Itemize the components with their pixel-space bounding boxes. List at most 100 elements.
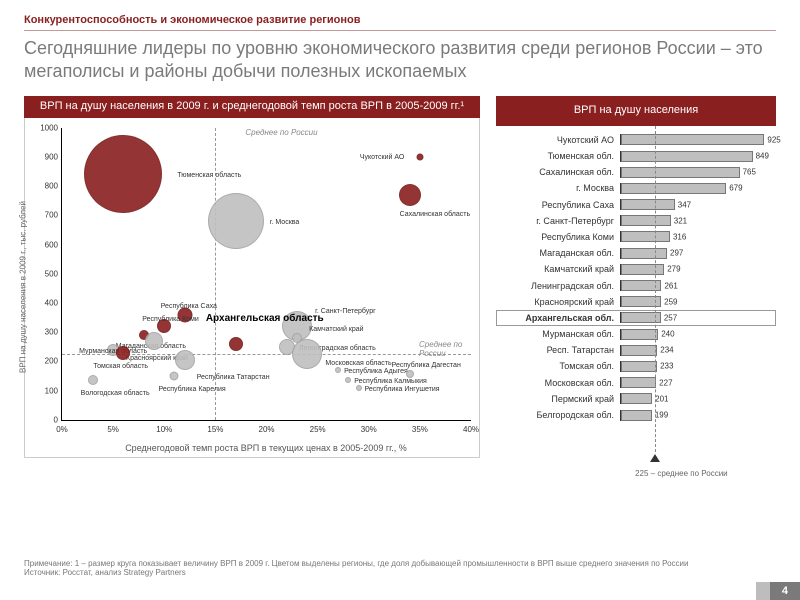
bar-name: Мурманская обл. <box>496 329 620 339</box>
bar-row: Красноярский край 259 <box>496 294 776 310</box>
y-tick: 400 <box>32 298 58 307</box>
bar-row: Магаданская обл.297 <box>496 245 776 261</box>
x-tick: 35% <box>412 425 428 434</box>
bubble <box>356 385 362 391</box>
bar-name: Чукотский АО <box>496 135 620 145</box>
bar-value: 925 <box>763 135 780 144</box>
slide: Конкурентоспособность и экономическое ра… <box>0 0 800 600</box>
overline: Конкурентоспособность и экономическое ра… <box>24 14 776 31</box>
y-tick: 200 <box>32 357 58 366</box>
bubble <box>170 371 179 380</box>
bar-row: Томская обл. 233 <box>496 358 776 374</box>
bubble-label: г. Москва <box>270 219 300 226</box>
bubble <box>229 337 243 351</box>
bar-fill: 347 <box>621 199 675 210</box>
bubble-label: Чукотский АО <box>360 154 404 161</box>
bar-row: Тюменская обл.849 <box>496 148 776 164</box>
bar-row: г. Москва679 <box>496 180 776 196</box>
bar-value: 227 <box>655 378 672 387</box>
bar-value: 257 <box>660 313 677 322</box>
bar-value: 849 <box>752 152 769 161</box>
bubble-label: Сахалинская область <box>400 211 470 218</box>
bar-value: 240 <box>657 330 674 339</box>
bar-value: 679 <box>725 184 742 193</box>
bubble <box>208 193 264 249</box>
bar-name: Пермский край <box>496 394 620 404</box>
bar-name: Сахалинская обл. <box>496 167 620 177</box>
bar-fill: 765 <box>621 167 740 178</box>
bar-fill: 925 <box>621 134 764 145</box>
bubble <box>345 377 351 383</box>
bar-fill: 321 <box>621 215 671 226</box>
bubble <box>84 135 162 213</box>
x-axis-label: Среднегодовой темп роста ВРП в текущих ц… <box>61 443 471 453</box>
bubble-label: Республика Саха <box>161 303 217 310</box>
bubble-label: Тюменская область <box>177 172 241 179</box>
bar-row: Белгородская обл.199 <box>496 407 776 423</box>
footnote-source: Источник: Росстат, анализ Strategy Partn… <box>24 568 776 578</box>
bar-fill: 234 <box>621 345 657 356</box>
bar-chart: Чукотский АО925Тюменская обл.849Сахалинс… <box>496 126 776 478</box>
bubble-label: Камчатский край <box>309 326 363 333</box>
y-tick: 900 <box>32 152 58 161</box>
bubble-label: Вологодская область <box>81 390 150 397</box>
bar-title: ВРП на душу населения <box>496 96 776 126</box>
bubble-label: Республика Коми <box>142 316 199 323</box>
bar-name: г. Москва <box>496 183 620 193</box>
footnote-note: Примечание: 1 – размер круга показывает … <box>24 559 776 569</box>
bar-fill: 240 <box>621 329 658 340</box>
bubble <box>335 367 341 373</box>
x-tick: 30% <box>361 425 377 434</box>
x-tick: 40% <box>463 425 479 434</box>
x-tick: 10% <box>156 425 172 434</box>
bubble-label: г. Санкт-Петербург <box>315 308 376 315</box>
triangle-icon <box>650 454 660 462</box>
bar-name: Камчатский край <box>496 264 620 274</box>
bar-value: 297 <box>666 249 683 258</box>
bar-row: Сахалинская обл.765 <box>496 164 776 180</box>
bar-name: Красноярский край <box>496 297 620 307</box>
bar-row: Республика Саха347 <box>496 197 776 213</box>
bar-name: Архангельская обл. <box>496 313 620 323</box>
bar-value: 199 <box>651 411 668 420</box>
bubble <box>116 346 130 360</box>
footnote: Примечание: 1 – размер круга показывает … <box>24 559 776 578</box>
bubble-chart: ВРП на душу населения в 2009 г., тыс. ру… <box>24 118 480 458</box>
bubble-label: Московская область <box>325 360 391 367</box>
bar-fill: 679 <box>621 183 726 194</box>
bar-value: 347 <box>674 200 691 209</box>
bar-value: 279 <box>663 265 680 274</box>
headline: Сегодняшние лидеры по уровню экономическ… <box>24 37 776 82</box>
content-row: ВРП на душу населения в 2009 г. и средне… <box>24 96 776 478</box>
bar-name: Республика Коми <box>496 232 620 242</box>
bubble <box>88 375 98 385</box>
y-tick: 1000 <box>32 123 58 132</box>
y-tick: 100 <box>32 386 58 395</box>
bar-row: Мурманская обл.240 <box>496 326 776 342</box>
bar-value: 261 <box>660 281 677 290</box>
bar-name: Республика Саха <box>496 200 620 210</box>
bar-value: 321 <box>670 216 687 225</box>
bubble <box>145 332 163 350</box>
bubble <box>292 339 322 369</box>
bar-value: 201 <box>651 394 668 403</box>
bubble-title: ВРП на душу населения в 2009 г. и средне… <box>24 96 480 118</box>
x-tick: 20% <box>258 425 274 434</box>
bar-fill: 227 <box>621 377 656 388</box>
bubble-label: Республика Дагестан <box>392 362 461 369</box>
bar-row: Московская обл.227 <box>496 375 776 391</box>
y-tick: 800 <box>32 182 58 191</box>
bar-panel: ВРП на душу населения Чукотский АО925 Тюм… <box>496 96 776 478</box>
bar-name: Томская обл. <box>496 361 620 371</box>
y-axis-label: ВРП на душу населения в 2009 г., тыс. ру… <box>19 201 28 373</box>
bar-value: 233 <box>656 362 673 371</box>
bubble <box>175 350 195 370</box>
bar-name: Магаданская обл. <box>496 248 620 258</box>
bar-row: Республика Коми316 <box>496 229 776 245</box>
bar-fill: 297 <box>621 248 667 259</box>
x-tick: 0% <box>56 425 68 434</box>
bar-value: 259 <box>660 297 677 306</box>
bar-name: Московская обл. <box>496 378 620 388</box>
bar-fill: 199 <box>621 410 652 421</box>
bubble-label: Республика Татарстан <box>197 374 270 381</box>
